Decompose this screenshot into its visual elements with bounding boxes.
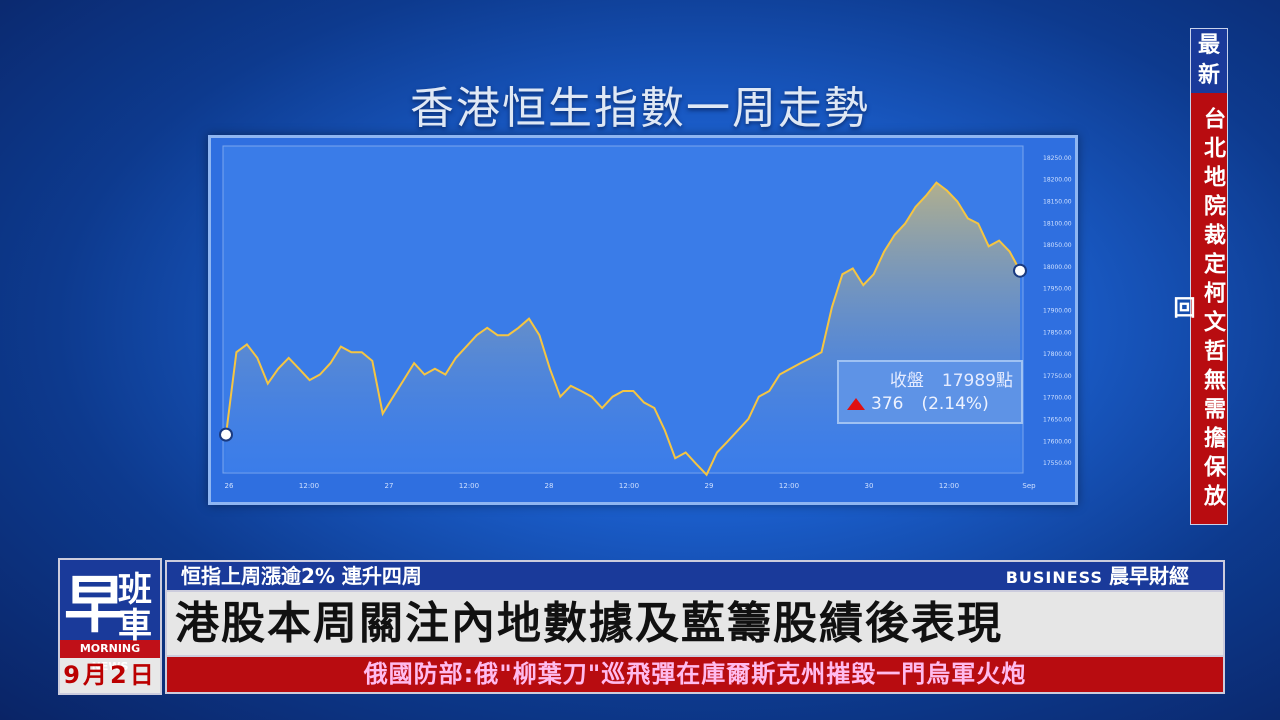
y-tick-label: 18250.00 [1043, 155, 1072, 162]
latest-tag: 最新 [1191, 29, 1227, 93]
x-tick-label: 26 [225, 482, 234, 490]
y-tick-label: 17950.00 [1043, 286, 1072, 293]
segment-zh: 晨早財經 [1109, 564, 1189, 588]
y-tick-label: 18150.00 [1043, 199, 1072, 206]
logo-char-2: 車 [118, 606, 152, 646]
x-tick-label: 30 [865, 482, 874, 490]
change-value: 376 [871, 394, 904, 414]
y-tick-label: 17600.00 [1043, 438, 1072, 445]
x-tick-label: 29 [705, 482, 714, 490]
up-triangle-icon [847, 398, 865, 410]
subtitle-strip: 恒指上周漲逾2% 連升四周 BUSINESS 晨早財經 [165, 560, 1225, 592]
subtitle-text: 恒指上周漲逾2% 連升四周 [181, 564, 422, 588]
chart-title: 香港恒生指數一周走勢 [410, 83, 870, 134]
breaking-headline: 台北地院裁定柯文哲無需擔保放回 [1170, 93, 1227, 524]
change-percent: (2.14%) [921, 394, 989, 414]
news-ticker: 俄國防部:俄"柳葉刀"巡飛彈在庫爾斯克州摧毀一門烏軍火炮 [165, 655, 1225, 694]
y-tick-label: 18050.00 [1043, 242, 1072, 249]
y-tick-label: 17900.00 [1043, 308, 1072, 315]
x-tick-label: 27 [385, 482, 394, 490]
close-info-box: 收盤 17989點 376 (2.14%) [837, 360, 1023, 424]
y-tick-label: 17850.00 [1043, 329, 1072, 336]
segment-label: BUSINESS 晨早財經 [1006, 562, 1189, 592]
broadcast-date: 9月2日 [60, 658, 160, 693]
x-tick-label: 12:00 [459, 482, 479, 490]
y-tick-label: 17750.00 [1043, 373, 1072, 380]
logo-mark: 早 [64, 568, 127, 641]
close-label: 收盤 [889, 371, 924, 391]
x-tick-label: 12:00 [619, 482, 639, 490]
x-tick-label: 12:00 [299, 482, 319, 490]
y-tick-label: 17550.00 [1043, 460, 1072, 467]
x-tick-label: 28 [545, 482, 554, 490]
start-point [219, 427, 233, 442]
area-fill [226, 182, 1020, 475]
y-tick-label: 18200.00 [1043, 177, 1072, 184]
segment-en: BUSINESS [1005, 568, 1103, 587]
close-value: 17989點 [941, 371, 1013, 391]
chart-panel: 17550.00 17600.00 17650.00 17700.00 17750.00… [208, 135, 1078, 505]
x-tick-label: 12:00 [779, 482, 799, 490]
x-tick-label: Sep [1022, 482, 1036, 490]
end-point [1013, 263, 1027, 278]
logo-char-1: 班 [118, 570, 152, 610]
y-tick-label: 18000.00 [1043, 264, 1072, 271]
main-headline: 港股本周關注內地數據及藍籌股績後表現 [165, 592, 1225, 655]
breaking-news-sidebar: 最新 台北地院裁定柯文哲無需擔保放回 [1170, 28, 1228, 525]
y-tick-label: 17700.00 [1043, 395, 1072, 402]
index-line [225, 181, 1021, 477]
y-tick-label: 17650.00 [1043, 417, 1072, 424]
y-tick-label: 18100.00 [1043, 220, 1072, 227]
program-logo: 早班車 MORNING NEWS 9月2日 [58, 558, 162, 695]
x-tick-label: 12:00 [939, 482, 959, 490]
index-chart: 17550.00 17600.00 17650.00 17700.00 17750.00… [219, 145, 1072, 490]
y-tick-label: 17800.00 [1043, 351, 1072, 358]
